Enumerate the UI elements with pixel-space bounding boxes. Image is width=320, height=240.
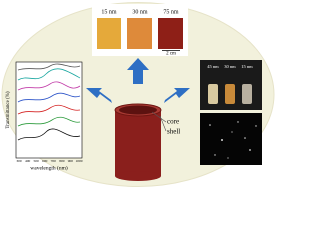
plate-30	[127, 18, 152, 49]
arrow-up	[127, 58, 149, 84]
top-photo: 15 nm 30 nm 75 nm 2 cm	[92, 4, 188, 57]
x-tick-label: 900	[68, 159, 74, 163]
x-tick-label: 600	[42, 159, 48, 163]
micro-photo	[200, 113, 262, 165]
plate-15	[97, 18, 121, 49]
cylinder-core	[119, 105, 157, 115]
x-tick-label: 1000	[76, 159, 83, 163]
y-label: Transmittance (%)	[6, 91, 11, 129]
x-tick-label: 500	[34, 159, 40, 163]
pointer	[159, 115, 167, 132]
vial	[242, 84, 252, 104]
plot-frame	[15, 61, 83, 159]
x-ticks: 300 400 500 600 700 800 900 1000	[16, 159, 82, 163]
x-tick-label: 700	[51, 159, 57, 163]
x-tick-label: 400	[25, 159, 31, 163]
cylinder-bottom	[115, 171, 161, 181]
curve	[17, 68, 81, 81]
arrow-left	[86, 88, 112, 103]
vial	[208, 84, 218, 104]
vial-label: 45 nm	[207, 64, 219, 69]
plot: Transmittance (%) 300 400 500 600 700 800 900 1…	[6, 61, 83, 171]
plate-label: 75 nm	[163, 9, 179, 15]
vial	[225, 84, 235, 104]
x-label: wavelength (nm)	[30, 164, 68, 171]
curve	[17, 81, 81, 91]
curve	[17, 128, 81, 141]
scale-label: 2 cm	[166, 52, 176, 57]
vial-label: 15 nm	[241, 64, 253, 69]
plate-label: 30 nm	[132, 9, 148, 15]
curve	[17, 92, 81, 103]
sparkles	[209, 121, 257, 159]
vial-label: 30 nm	[224, 64, 236, 69]
curve	[17, 63, 81, 71]
curve	[17, 104, 81, 115]
plate-label: 15 nm	[101, 9, 117, 15]
shell-label: shell	[167, 128, 180, 136]
core-label: core	[167, 118, 179, 126]
right-photo: 45 nm 30 nm 15 nm	[200, 60, 262, 165]
pointer	[151, 111, 167, 123]
cylinder-body	[115, 110, 161, 176]
graphical-abstract: 15 nm 30 nm 75 nm 2 cm core shell	[1, 2, 275, 187]
arrow-right	[164, 88, 190, 103]
cylinder: core shell	[114, 103, 180, 181]
x-tick-label: 300	[16, 159, 22, 163]
x-tick-label: 800	[59, 159, 65, 163]
arrows	[86, 58, 190, 103]
plate-75	[158, 18, 183, 49]
plot-curves	[17, 63, 81, 141]
curve	[17, 116, 81, 127]
